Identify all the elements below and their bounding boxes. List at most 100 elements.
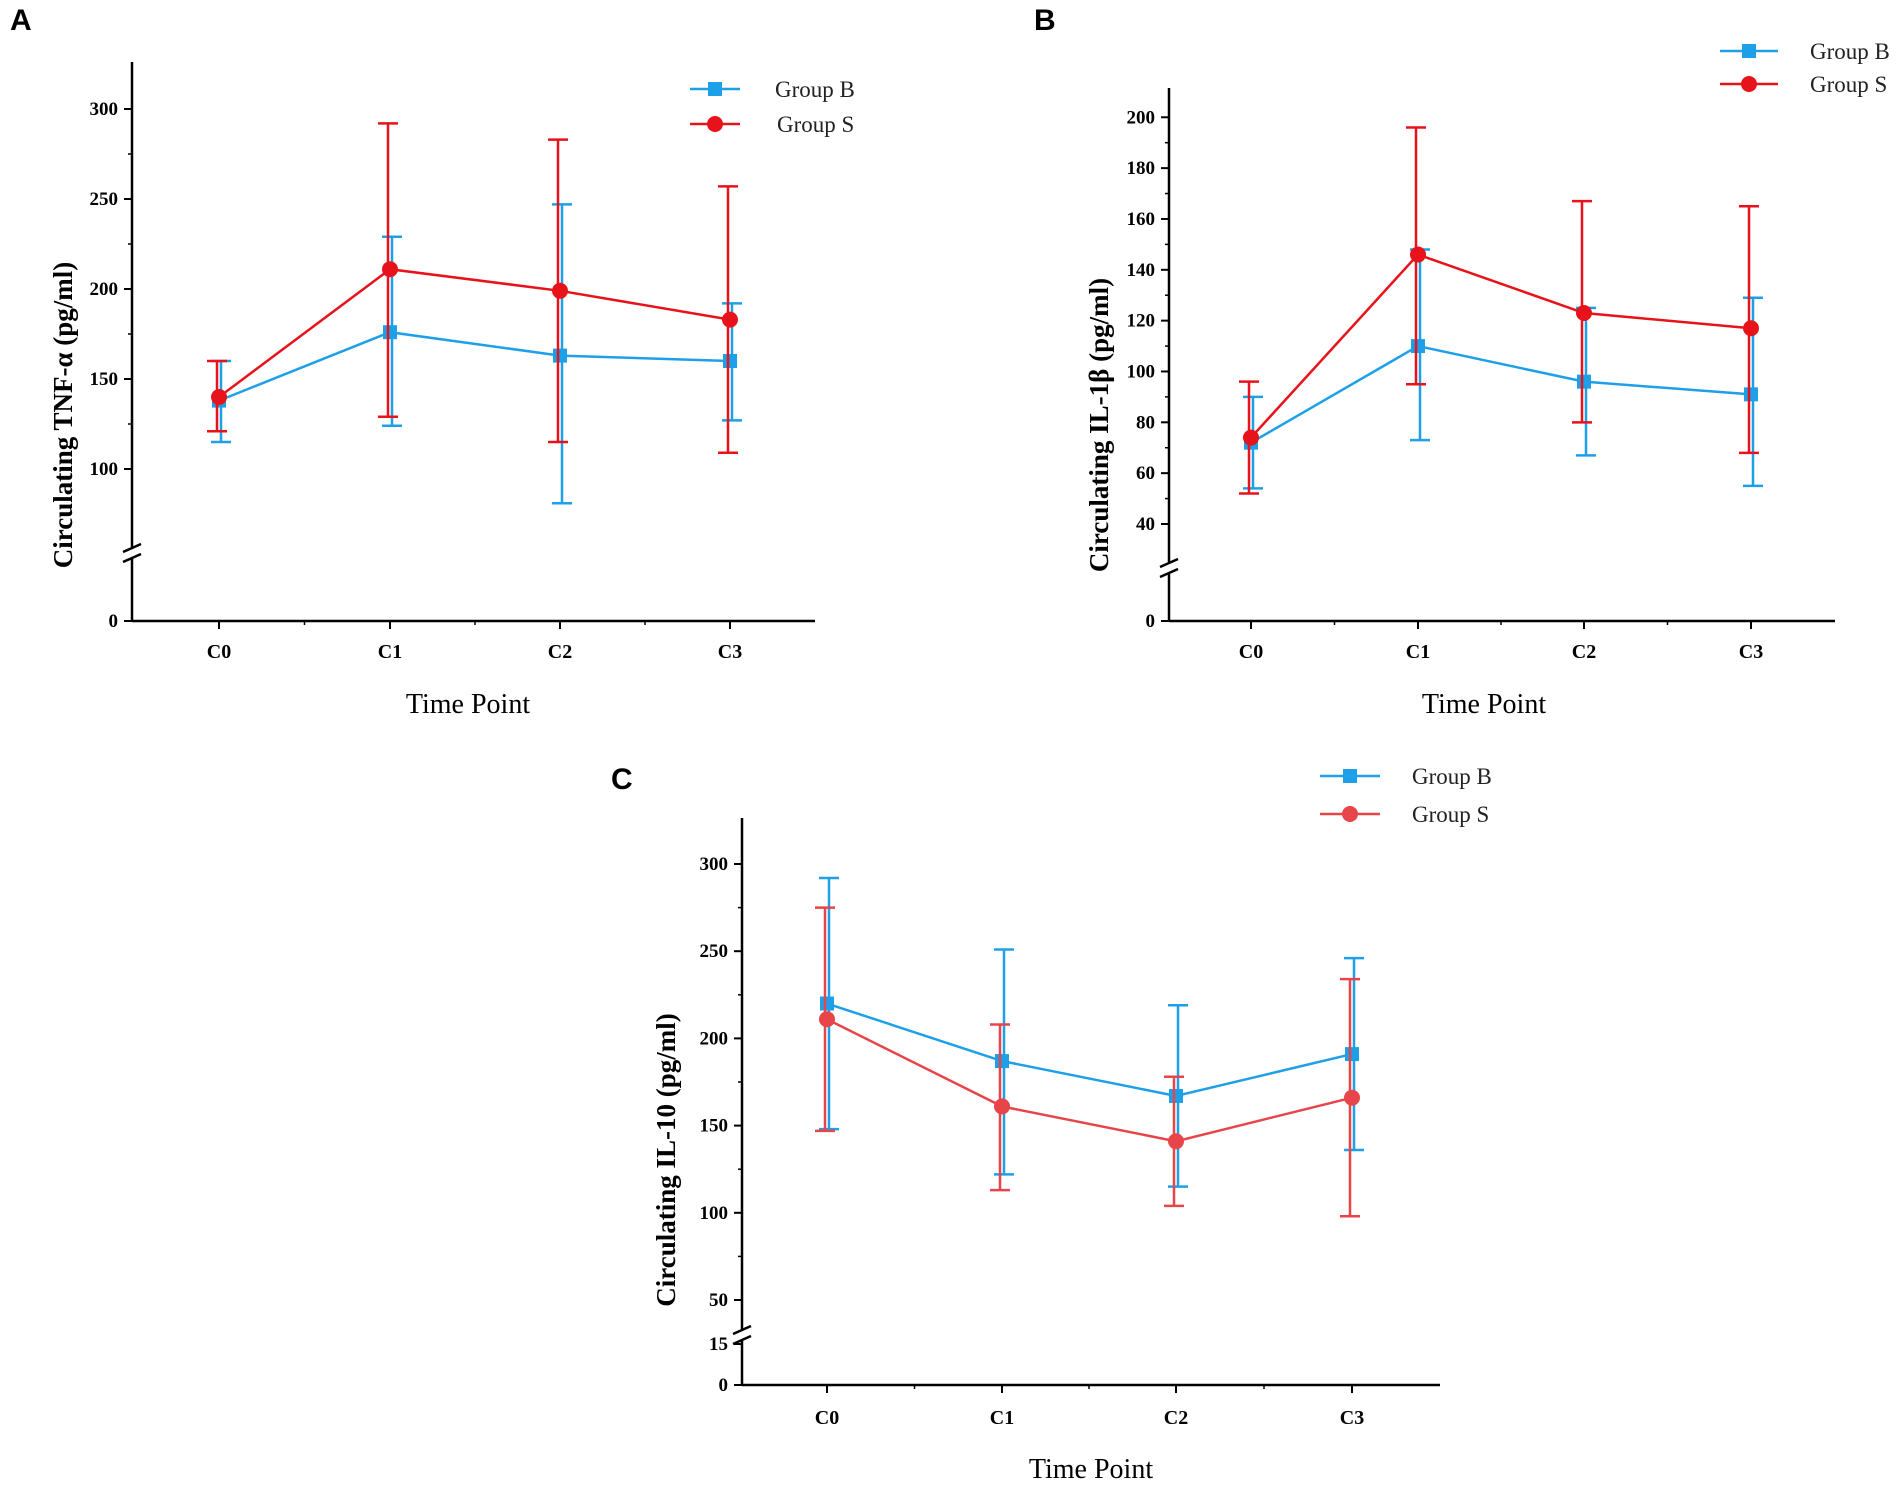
y-tick-label-a: 100 <box>90 459 119 480</box>
data-point-group-b-a <box>553 348 567 363</box>
y-tick-label-c: 15 <box>709 1334 728 1355</box>
y-tick-label-c: 100 <box>700 1203 729 1224</box>
series-group-s-b: Group S <box>1239 72 1887 495</box>
legend-marker-group-b-a <box>708 82 722 96</box>
axis-break-mark-b <box>1159 557 1179 569</box>
data-point-group-s-c <box>1344 1089 1360 1106</box>
data-point-group-s-c <box>994 1098 1010 1115</box>
series-group-b-c: Group B <box>819 764 1492 1188</box>
data-point-group-b-c <box>1345 1047 1359 1062</box>
series-line-group-b-c <box>826 1002 1353 1098</box>
axis-break-mark-a <box>122 552 142 564</box>
y-tick-label-b: 80 <box>1136 412 1155 433</box>
y-tick-label-a: 200 <box>90 279 119 300</box>
series-line-group-b-a <box>218 330 731 402</box>
y-tick-label-a: 250 <box>90 189 119 210</box>
x-axis-title-a: Time Point <box>406 689 530 720</box>
x-tick-label-b: C0 <box>1239 641 1263 663</box>
data-point-group-s-a <box>211 389 227 405</box>
x-tick-label-a: C0 <box>207 641 231 663</box>
x-tick-label-c: C2 <box>1164 1407 1188 1429</box>
x-tick-label-b: C1 <box>1406 641 1430 663</box>
y-axis-title-a: Circulating TNF-α (pg/ml) <box>48 262 78 569</box>
legend-label-group-s-c: Group S <box>1412 802 1489 827</box>
axis-break-mark-c <box>732 1324 752 1336</box>
data-point-group-b-b <box>1577 374 1591 389</box>
panel-label-c: C <box>611 763 633 796</box>
data-point-group-s-b <box>1576 305 1592 322</box>
x-tick-label-a: C2 <box>548 641 572 663</box>
y-tick-label-b: 40 <box>1136 514 1155 535</box>
chart-panel-b: B 0 40 60 80 100 120 140 160 180 200 C0 C1 C2 C3 Time P… <box>1034 4 1890 720</box>
series-group-b-b: Group B <box>1243 39 1890 490</box>
y-tick-label-b: 200 <box>1127 107 1156 128</box>
x-tick-label-c: C0 <box>815 1407 839 1429</box>
x-tick-label-c: C3 <box>1340 1407 1364 1429</box>
axis-break-mark-c <box>732 1334 752 1346</box>
legend-marker-group-b-c <box>1343 769 1357 783</box>
y-tick-label-a: 300 <box>90 99 119 120</box>
y-tick-label-c: 250 <box>700 941 729 962</box>
data-point-group-b-b <box>1411 339 1425 354</box>
y-tick-label-c: 0 <box>719 1375 729 1396</box>
series-line-group-s-c <box>826 1018 1353 1143</box>
data-point-group-s-a <box>722 311 738 328</box>
series-line-group-s-b <box>1250 253 1752 439</box>
data-point-group-s-c <box>819 1011 835 1028</box>
y-tick-label-b: 140 <box>1127 260 1156 281</box>
data-point-group-s-b <box>1243 429 1259 446</box>
data-point-group-b-c <box>1169 1088 1183 1103</box>
x-tick-label-b: C2 <box>1572 641 1596 663</box>
series-group-b-a: Group B <box>211 77 855 505</box>
y-axis-title-c: Circulating IL-10 (pg/ml) <box>651 1013 681 1307</box>
axis-break-mark-b <box>1159 567 1179 579</box>
y-tick-label-b: 180 <box>1127 158 1156 179</box>
data-point-group-s-a <box>552 282 568 299</box>
y-tick-label-c: 50 <box>709 1290 728 1311</box>
data-point-group-s-c <box>1168 1133 1184 1150</box>
x-tick-label-a: C3 <box>718 641 742 663</box>
legend-marker-group-s-c <box>1342 806 1358 822</box>
series-group-s-a: Group S <box>207 112 854 455</box>
axis-break-mark-a <box>122 542 142 554</box>
legend-label-group-b-b: Group B <box>1810 39 1890 64</box>
y-tick-label-c: 150 <box>700 1116 729 1137</box>
panel-label-a: A <box>10 4 32 37</box>
legend-label-group-b-c: Group B <box>1412 764 1492 789</box>
data-point-group-s-b <box>1743 320 1759 337</box>
legend-marker-group-b-b <box>1742 44 1756 58</box>
y-tick-label-b: 100 <box>1127 361 1156 382</box>
data-point-group-s-b <box>1410 246 1426 263</box>
y-tick-label-b: 0 <box>1146 611 1156 632</box>
y-tick-label-b: 60 <box>1136 463 1155 484</box>
x-axis-title-b: Time Point <box>1422 689 1546 720</box>
chart-panel-a: A 0 100 150 200 250 300 C0 C1 C2 C3 Time Point Circu… <box>10 4 855 720</box>
series-line-group-s-a <box>218 267 731 399</box>
y-axis-title-b: Circulating IL-1β (pg/ml) <box>1084 278 1114 572</box>
panel-label-b: B <box>1034 4 1056 37</box>
y-tick-label-c: 300 <box>700 854 729 875</box>
series-group-s-c: Group S <box>815 802 1489 1218</box>
legend-label-group-s-a: Group S <box>777 112 854 137</box>
data-point-group-b-b <box>1744 387 1758 402</box>
data-point-group-b-a <box>383 325 397 340</box>
x-tick-label-a: C1 <box>378 641 402 663</box>
data-point-group-s-a <box>382 261 398 278</box>
y-tick-label-c: 200 <box>700 1028 729 1049</box>
legend-marker-group-s-a <box>707 116 723 132</box>
data-point-group-b-c <box>820 996 834 1011</box>
legend-label-group-s-b: Group S <box>1810 72 1887 97</box>
series-line-group-b-b <box>1250 344 1752 444</box>
legend-marker-group-s-b <box>1741 76 1757 92</box>
y-tick-label-b: 160 <box>1127 209 1156 230</box>
x-tick-label-b: C3 <box>1739 641 1763 663</box>
data-point-group-b-a <box>723 354 737 368</box>
y-tick-label-b: 120 <box>1127 311 1156 332</box>
x-axis-title-c: Time Point <box>1029 1454 1153 1485</box>
x-tick-label-c: C1 <box>990 1407 1014 1429</box>
y-tick-label-a: 150 <box>90 369 119 390</box>
y-tick-label-a: 0 <box>109 611 119 632</box>
legend-label-group-b-a: Group B <box>775 77 855 102</box>
